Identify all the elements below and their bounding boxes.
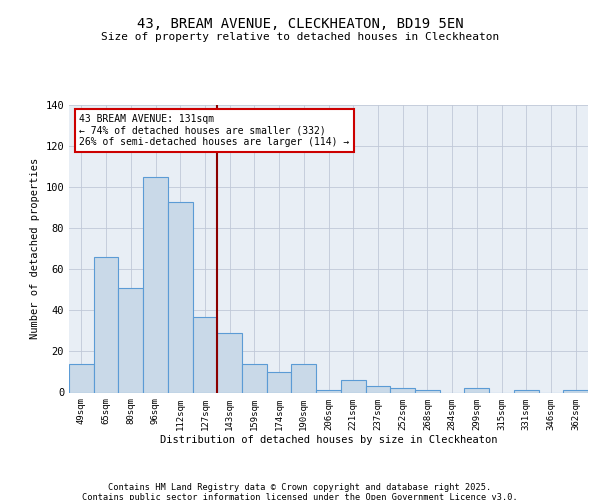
Text: 43, BREAM AVENUE, CLECKHEATON, BD19 5EN: 43, BREAM AVENUE, CLECKHEATON, BD19 5EN <box>137 18 463 32</box>
Bar <box>267 372 292 392</box>
Y-axis label: Number of detached properties: Number of detached properties <box>30 158 40 340</box>
Bar <box>365 386 390 392</box>
Bar <box>193 316 217 392</box>
Bar <box>390 388 415 392</box>
Bar <box>69 364 94 392</box>
Bar <box>217 333 242 392</box>
Bar <box>514 390 539 392</box>
X-axis label: Distribution of detached houses by size in Cleckheaton: Distribution of detached houses by size … <box>160 435 497 445</box>
Text: 43 BREAM AVENUE: 131sqm
← 74% of detached houses are smaller (332)
26% of semi-d: 43 BREAM AVENUE: 131sqm ← 74% of detache… <box>79 114 350 147</box>
Bar <box>464 388 489 392</box>
Bar <box>168 202 193 392</box>
Bar <box>316 390 341 392</box>
Bar <box>94 257 118 392</box>
Bar <box>242 364 267 392</box>
Bar <box>118 288 143 393</box>
Bar <box>415 390 440 392</box>
Text: Contains HM Land Registry data © Crown copyright and database right 2025.: Contains HM Land Registry data © Crown c… <box>109 484 491 492</box>
Bar <box>563 390 588 392</box>
Bar <box>292 364 316 392</box>
Bar <box>143 177 168 392</box>
Bar <box>341 380 365 392</box>
Text: Contains public sector information licensed under the Open Government Licence v3: Contains public sector information licen… <box>82 494 518 500</box>
Text: Size of property relative to detached houses in Cleckheaton: Size of property relative to detached ho… <box>101 32 499 42</box>
